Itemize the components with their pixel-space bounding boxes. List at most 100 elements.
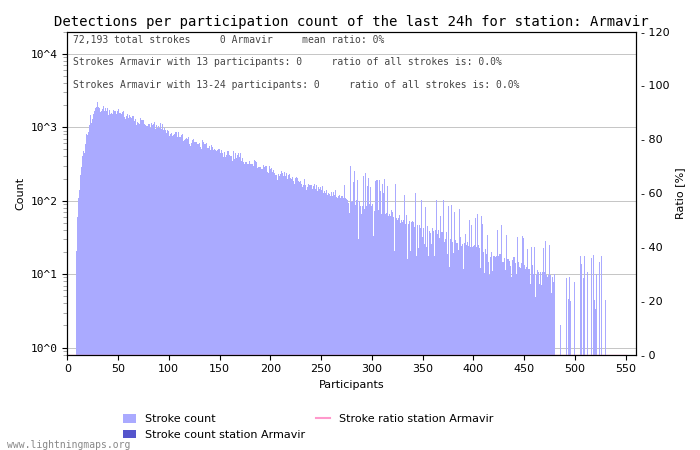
Bar xyxy=(424,243,425,450)
Bar xyxy=(516,274,517,450)
Bar xyxy=(538,272,539,450)
Bar xyxy=(154,122,155,450)
Bar xyxy=(290,179,291,450)
Bar xyxy=(303,185,304,450)
Bar xyxy=(91,123,92,450)
Bar xyxy=(462,244,463,450)
Bar xyxy=(359,201,360,450)
Bar xyxy=(157,128,158,450)
Bar xyxy=(135,119,136,450)
Bar xyxy=(76,251,77,450)
Bar xyxy=(337,198,338,450)
Bar xyxy=(196,142,197,450)
Bar xyxy=(484,274,485,450)
Text: 72,193 total strokes     0 Armavir     mean ratio: 0%: 72,193 total strokes 0 Armavir mean rati… xyxy=(73,35,384,45)
Bar xyxy=(232,161,233,450)
Bar xyxy=(283,176,284,450)
Bar xyxy=(126,116,127,450)
Bar xyxy=(503,262,505,450)
Bar xyxy=(536,274,537,450)
Bar xyxy=(568,299,569,450)
Bar xyxy=(136,122,138,450)
Bar xyxy=(280,174,281,450)
Bar xyxy=(470,248,471,450)
Bar xyxy=(225,158,226,450)
Bar xyxy=(519,268,521,450)
Bar xyxy=(368,178,370,450)
Bar xyxy=(218,149,219,450)
Bar xyxy=(428,256,429,450)
Bar xyxy=(291,179,292,450)
Bar xyxy=(334,195,335,450)
Bar xyxy=(307,187,309,450)
Bar xyxy=(480,269,481,450)
Bar xyxy=(149,125,150,450)
Bar xyxy=(468,246,469,450)
Bar xyxy=(143,120,144,450)
Bar xyxy=(148,124,149,450)
Bar xyxy=(169,136,170,450)
Bar xyxy=(237,155,239,450)
Bar xyxy=(553,282,554,450)
Bar xyxy=(302,187,303,450)
Bar xyxy=(409,221,410,450)
Bar xyxy=(486,254,487,450)
Bar xyxy=(361,214,363,450)
Bar xyxy=(168,131,169,450)
Bar xyxy=(322,186,323,450)
Bar xyxy=(507,234,508,450)
Bar xyxy=(118,113,120,450)
Bar xyxy=(147,126,148,450)
Bar xyxy=(208,148,209,450)
Bar xyxy=(455,240,456,450)
Bar xyxy=(501,225,503,450)
Bar xyxy=(431,243,433,450)
Bar xyxy=(294,184,295,450)
Bar xyxy=(226,155,228,450)
Bar xyxy=(514,263,516,450)
Bar xyxy=(203,142,204,450)
Bar xyxy=(134,121,135,450)
Bar xyxy=(187,139,188,450)
Bar xyxy=(122,111,124,450)
Bar xyxy=(85,144,86,450)
Bar xyxy=(251,164,253,450)
Bar xyxy=(281,171,282,450)
Bar xyxy=(496,256,497,450)
Bar xyxy=(505,270,507,450)
Bar xyxy=(393,217,394,450)
Bar xyxy=(449,239,451,450)
Bar xyxy=(219,149,220,450)
Bar xyxy=(454,212,455,450)
Bar xyxy=(223,157,224,450)
Bar xyxy=(391,210,392,450)
Bar xyxy=(234,159,235,450)
Bar xyxy=(345,198,346,450)
Bar xyxy=(471,225,472,450)
Bar xyxy=(510,277,512,450)
Bar xyxy=(526,267,527,450)
Bar xyxy=(523,238,524,450)
Bar xyxy=(531,248,532,450)
Bar xyxy=(547,277,548,450)
Bar xyxy=(541,285,542,450)
Bar xyxy=(194,142,195,450)
Bar xyxy=(551,293,552,450)
Bar xyxy=(146,126,147,450)
Bar xyxy=(587,272,588,450)
Bar xyxy=(348,203,349,450)
Bar xyxy=(197,144,198,450)
Bar xyxy=(582,278,584,450)
Bar xyxy=(185,139,186,450)
Bar xyxy=(277,180,278,450)
Bar xyxy=(86,134,87,450)
Bar xyxy=(466,245,467,450)
Bar xyxy=(213,150,214,450)
Bar xyxy=(392,212,393,450)
Bar xyxy=(444,238,446,450)
Bar xyxy=(274,173,275,450)
Bar xyxy=(356,200,357,450)
Bar xyxy=(239,157,240,450)
Bar xyxy=(80,175,81,450)
Bar xyxy=(204,144,205,450)
